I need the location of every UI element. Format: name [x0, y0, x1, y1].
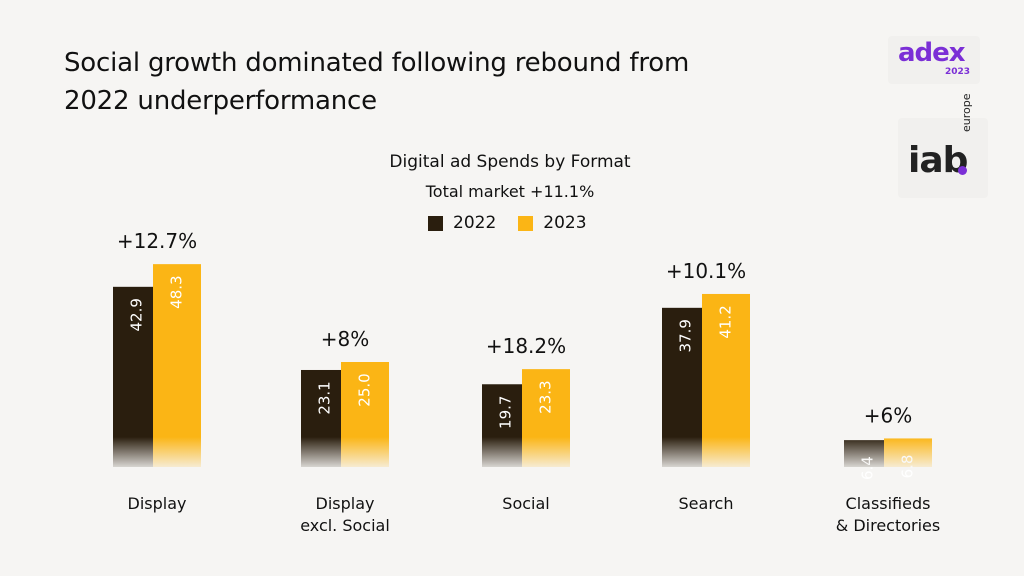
value-label-2023-3: 41.2	[717, 305, 735, 338]
category-label-1-line0: Display	[316, 494, 375, 513]
page-title: Social growth dominated following reboun…	[64, 48, 690, 116]
legend-item-2023: 2023	[518, 213, 587, 233]
iab-logo-word: iab	[908, 140, 968, 181]
growth-label-4: +6%	[864, 403, 913, 427]
adex-logo: adex 2023	[888, 36, 980, 84]
chart-subtitle: Total market +11.1%	[425, 182, 595, 201]
value-label-2022-3: 37.9	[677, 319, 695, 352]
legend-item-2022: 2022	[428, 213, 496, 233]
value-label-2023-0: 48.3	[168, 275, 186, 308]
growth-label-1: +8%	[321, 327, 370, 351]
legend-swatch-2022	[428, 215, 443, 231]
bar-base-fade	[100, 437, 960, 467]
chart-title: Digital ad Spends by Format	[389, 152, 631, 172]
bar-2023-0	[153, 264, 201, 467]
category-label-4-line1: & Directories	[836, 516, 940, 535]
growth-label-3: +10.1%	[666, 259, 746, 283]
value-label-2022-0: 42.9	[128, 298, 146, 331]
growth-label-0: +12.7%	[117, 229, 197, 253]
value-label-2022-2: 19.7	[497, 396, 515, 429]
category-label-1-line1: excl. Social	[300, 516, 390, 535]
iab-europe-logo: iab europe	[898, 94, 988, 198]
value-label-2023-1: 25.0	[356, 373, 374, 406]
iab-logo-dot	[958, 166, 967, 175]
adex-logo-word: adex	[898, 38, 966, 68]
value-label-2022-1: 23.1	[316, 381, 334, 414]
category-label-0: Display	[128, 494, 187, 513]
category-label-3: Search	[679, 494, 734, 513]
value-label-2023-2: 23.3	[537, 380, 555, 413]
legend-label-2022: 2022	[453, 213, 497, 233]
legend-label-2023: 2023	[543, 213, 587, 233]
legend-swatch-2023	[518, 215, 534, 231]
growth-label-2: +18.2%	[486, 334, 566, 358]
category-label-4-line0: Classifieds	[846, 494, 931, 513]
category-label-2: Social	[502, 494, 549, 513]
chart-legend: 2022 2023	[428, 213, 609, 233]
adex-logo-year: 2023	[944, 67, 970, 77]
